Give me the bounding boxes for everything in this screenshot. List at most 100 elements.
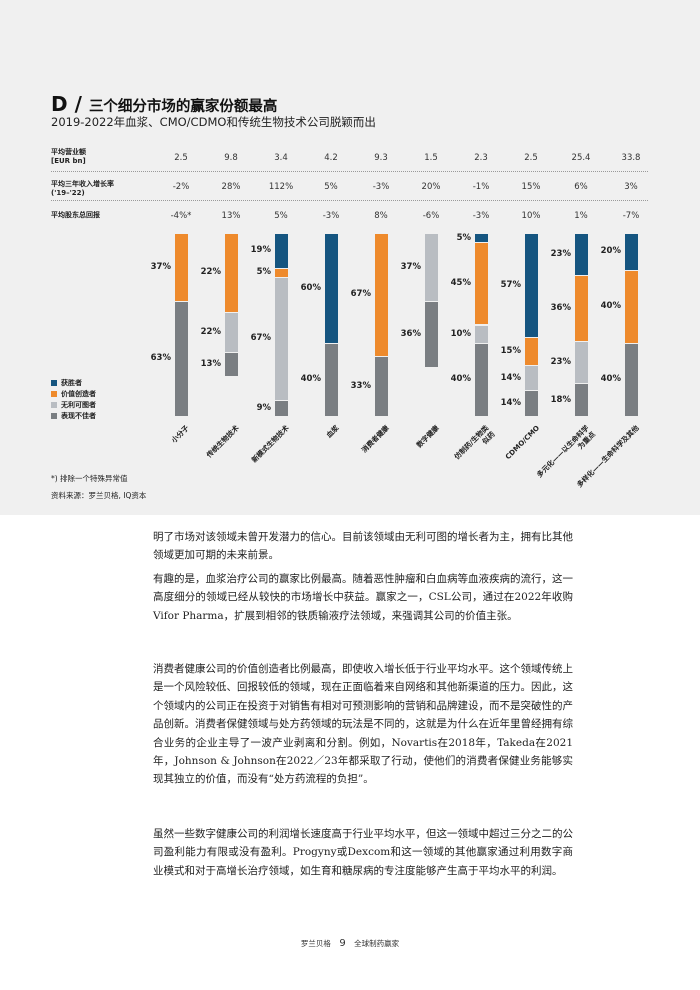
- legend-swatch: [51, 380, 57, 386]
- category-label-line: 新模式生物技术: [250, 424, 291, 465]
- segment-value-label: 40%: [300, 374, 321, 385]
- segment-value-label: 45%: [450, 278, 471, 289]
- bar-segment: [275, 400, 288, 417]
- legend-swatch: [51, 402, 57, 408]
- footer-brand: 罗兰贝格: [300, 939, 331, 948]
- stacked-bar: [275, 234, 288, 417]
- bar-segment: [575, 234, 588, 277]
- tsr-value: 1%: [574, 211, 588, 221]
- tsr-value: 13%: [221, 211, 241, 221]
- bar-segment: [275, 268, 288, 278]
- stacked-bar: [425, 234, 438, 417]
- segment-value-label: 10%: [450, 328, 471, 339]
- segment-value-label: 9%: [256, 402, 271, 413]
- revenue-value: 4.2: [324, 153, 338, 163]
- segment-value-label: 67%: [350, 289, 371, 300]
- segment-value-label: 60%: [300, 282, 321, 293]
- segment-value-label: 37%: [150, 261, 171, 272]
- category-label: 新模式生物技术: [250, 424, 291, 465]
- segment-value-label: 22%: [200, 326, 221, 337]
- revenue-value: 1.5: [424, 153, 438, 163]
- legend-label: 表现不佳者: [61, 412, 96, 420]
- bar-segment: [325, 234, 338, 344]
- tsr-value: -3%: [472, 211, 490, 221]
- stacked-bar: [625, 234, 638, 417]
- bar-segment: [325, 343, 338, 417]
- bar-segment: [625, 234, 638, 271]
- category-label-line: 消费者健康: [360, 424, 391, 455]
- revenue-row-label: 平均营业额 [EUR bn]: [51, 148, 86, 166]
- bar-segment: [575, 384, 588, 417]
- segment-value-label: 23%: [550, 249, 571, 260]
- revenue-value: 33.8: [621, 153, 641, 163]
- page-number: 9: [339, 938, 346, 949]
- segment-value-label: 37%: [400, 261, 421, 272]
- stacked-bar: [575, 234, 588, 417]
- segment-value-label: 40%: [600, 301, 621, 312]
- bar-segment: [575, 341, 588, 385]
- growth-label-period: ('19–'22): [51, 189, 85, 197]
- growth-value: 112%: [268, 182, 294, 192]
- tsr-value: 10%: [521, 211, 541, 221]
- row-divider: [51, 171, 648, 172]
- revenue-value: 2.3: [474, 153, 488, 163]
- exhibit-subheading: 2019-2022年血浆、CMO/CDMO和传统生物技术公司脱颖而出: [51, 115, 376, 129]
- growth-value: 5%: [324, 182, 338, 192]
- segment-value-label: 20%: [600, 246, 621, 257]
- growth-value: 3%: [624, 182, 638, 192]
- tsr-value: 8%: [374, 211, 388, 221]
- legend-swatch: [51, 413, 57, 419]
- segment-value-label: 40%: [450, 374, 471, 385]
- revenue-value: 9.3: [374, 153, 388, 163]
- tsr-value: 5%: [274, 211, 288, 221]
- revenue-value: 25.4: [571, 153, 591, 163]
- bar-segment: [225, 352, 238, 377]
- exhibit-heading: D / 三个细分市场的赢家份额最高: [51, 92, 277, 116]
- stacked-bar: [375, 234, 388, 417]
- segment-value-label: 18%: [550, 394, 571, 405]
- growth-value: -1%: [472, 182, 490, 192]
- stacked-bar: [225, 234, 238, 417]
- category-label-line: 小分子: [170, 424, 191, 445]
- segment-value-label: 14%: [500, 372, 521, 383]
- category-label: CDMO/CMO: [504, 424, 542, 462]
- segment-value-label: 5%: [456, 232, 471, 243]
- segment-value-label: 33%: [350, 380, 371, 391]
- category-label-line: 数字健康: [415, 424, 441, 450]
- segment-value-label: 23%: [550, 357, 571, 367]
- category-label-line: CDMO/CMO: [503, 424, 541, 462]
- tsr-row-label: 平均股东总回报: [51, 211, 100, 219]
- bar-segment: [425, 234, 438, 302]
- exhibit-letter: D /: [51, 92, 82, 116]
- bar-segment: [525, 338, 538, 366]
- growth-label-line: 平均三年收入增长率: [51, 180, 114, 188]
- revenue-value: 3.4: [274, 153, 288, 163]
- body-paragraph: 虽然一些数字健康公司的利润增长速度高于行业平均水平，但这一领域中超过三分之二的公…: [153, 828, 573, 877]
- bar-segment: [475, 325, 488, 344]
- legend-label: 无利可图者: [61, 401, 96, 409]
- bar-segment: [225, 234, 238, 313]
- bar-segment: [475, 234, 488, 244]
- segment-value-label: 13%: [200, 358, 221, 369]
- legend-label: 价值创造者: [61, 390, 96, 398]
- exhibit-panel: D / 三个细分市场的赢家份额最高 2019-2022年血浆、CMO/CDMO和…: [0, 0, 700, 515]
- legend-item-winners: 获胜者: [51, 378, 82, 388]
- category-label-line: 传统生物技术: [205, 424, 241, 460]
- tsr-value: -4%*: [170, 211, 192, 221]
- bar-segment: [625, 270, 638, 344]
- growth-value: -3%: [372, 182, 390, 192]
- bar-segment: [525, 391, 538, 417]
- stacked-bar: [175, 234, 188, 417]
- stacked-bar: [475, 234, 488, 417]
- growth-row-label: 平均三年收入增长率 ('19–'22): [51, 180, 114, 198]
- tsr-value: -3%: [322, 211, 340, 221]
- segment-value-label: 57%: [500, 280, 521, 291]
- growth-value: 15%: [521, 182, 541, 192]
- segment-value-label: 36%: [400, 328, 421, 339]
- legend-swatch: [51, 391, 57, 397]
- bar-segment: [475, 343, 488, 417]
- bar-segment: [225, 312, 238, 353]
- segment-value-label: 19%: [250, 245, 271, 256]
- category-label-line: 血浆: [325, 424, 341, 440]
- source-note: 资料来源：罗兰贝格, IQ资本: [51, 491, 147, 500]
